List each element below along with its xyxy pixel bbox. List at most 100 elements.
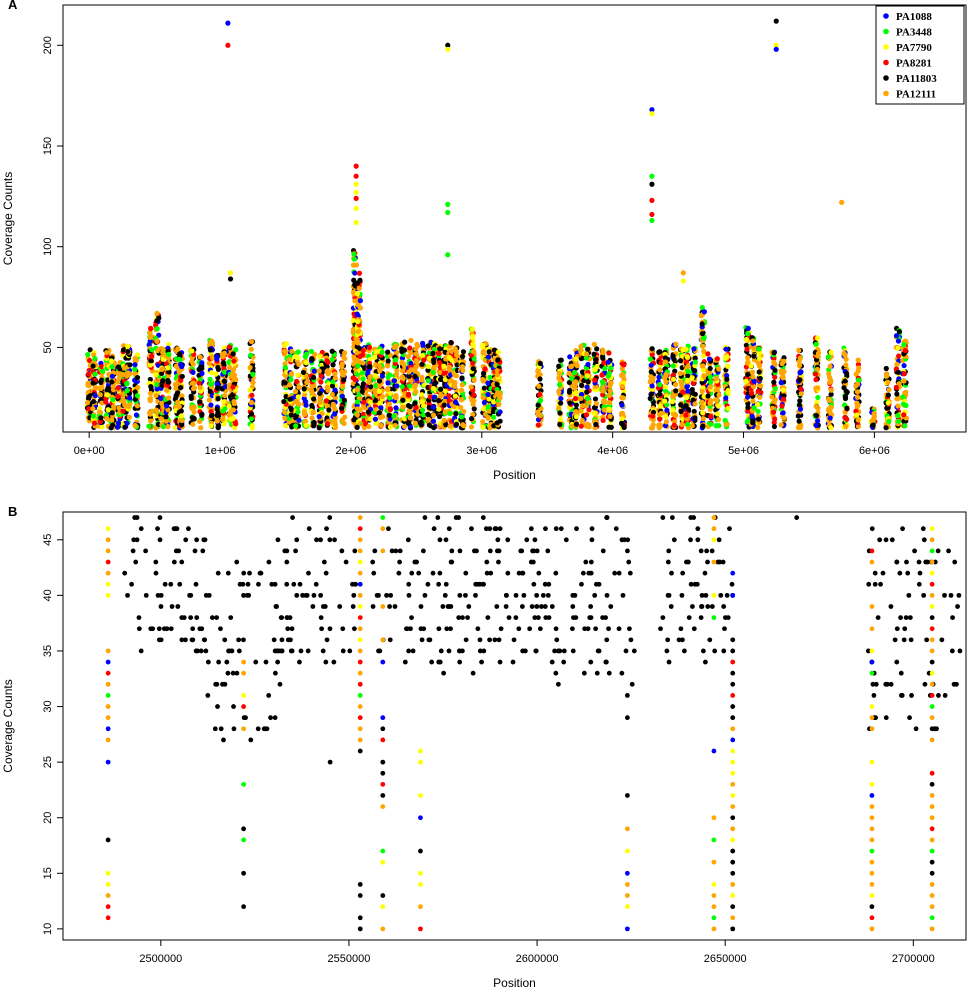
data-point-pa7790 [172, 425, 178, 431]
data-point-pa12111 [154, 310, 160, 316]
data-point-pa12111 [663, 419, 670, 425]
data-point-pa12111 [663, 371, 669, 378]
data-point-pa12111 [301, 409, 308, 415]
data-point-pa12111 [841, 350, 847, 356]
data-point-pa12111 [895, 403, 901, 409]
data-point-pa11803 [263, 659, 269, 665]
data-point-pa12111 [607, 413, 613, 419]
data-point-pa8281 [352, 376, 358, 383]
data-point-pa12111 [84, 400, 91, 406]
data-point-pa8281 [649, 197, 655, 203]
data-point-pa3448 [447, 410, 453, 417]
data-point-pa12111 [413, 389, 419, 395]
data-point-pa11803 [162, 581, 168, 587]
data-point-pa11803 [797, 398, 803, 404]
data-point-pa12111 [578, 408, 584, 414]
data-point-pa11803 [90, 363, 96, 369]
data-point-pa11803 [188, 615, 194, 621]
data-point-pa11803 [221, 737, 226, 743]
data-point-pa11803 [436, 413, 443, 420]
data-point-pa11803 [241, 570, 247, 576]
data-point-pa12111 [468, 384, 474, 390]
data-point-pa3448 [329, 356, 335, 363]
data-point-pa12111 [248, 346, 254, 352]
data-point-pa12111 [109, 417, 115, 423]
data-point-pa11803 [247, 570, 252, 576]
data-point-pa11803 [200, 548, 206, 554]
data-point-pa11803 [724, 376, 730, 382]
data-point-pa11803 [168, 581, 174, 587]
data-point-pa12111 [854, 389, 861, 395]
data-point-pa12111 [153, 392, 159, 399]
data-point-pa11803 [241, 592, 246, 598]
data-point-pa12111 [855, 417, 861, 423]
data-point-pa12111 [132, 423, 138, 429]
data-point-pa7790 [495, 349, 501, 355]
data-point-pa12111 [480, 376, 486, 383]
data-point-pa12111 [699, 388, 705, 395]
data-point-pa3448 [132, 366, 138, 372]
data-point-pa11803 [186, 526, 191, 532]
data-point-pa11803 [494, 381, 500, 387]
data-point-pa12111 [377, 363, 383, 369]
data-point-pa11803 [707, 365, 713, 372]
data-point-pa11803 [203, 648, 209, 654]
x-tick-label: 5e+06 [728, 445, 759, 457]
data-point-pa11803 [171, 526, 177, 532]
data-point-pa1088 [332, 387, 338, 393]
data-point-pa12111 [607, 380, 613, 386]
data-point-pa11803 [772, 367, 778, 373]
data-point-pa8281 [233, 421, 239, 427]
data-point-pa8281 [901, 371, 907, 377]
data-point-pa12111 [281, 409, 288, 415]
data-point-pa8281 [705, 351, 711, 357]
data-point-pa12111 [755, 424, 761, 431]
data-point-pa3448 [288, 377, 294, 383]
data-point-pa12111 [769, 394, 775, 400]
data-point-pa1088 [179, 363, 185, 370]
panel-label: B [8, 504, 17, 519]
data-point-pa11803 [593, 357, 599, 363]
data-point-pa7790 [372, 354, 378, 360]
data-point-pa7790 [367, 399, 374, 405]
data-point-pa12111 [132, 355, 138, 361]
data-point-pa12111 [620, 395, 626, 401]
y-tick-label: 150 [42, 137, 54, 155]
plot-frame [62, 511, 967, 941]
data-point-pa7790 [470, 341, 476, 347]
y-tick-label: 100 [42, 238, 54, 256]
data-point-pa12111 [391, 344, 397, 350]
data-point-pa1088 [354, 311, 360, 317]
data-point-pa7790 [283, 422, 289, 429]
x-tick-label: 2600000 [516, 953, 559, 965]
data-point-pa12111 [426, 416, 432, 423]
data-point-pa7790 [282, 342, 288, 349]
data-point-pa11803 [692, 415, 698, 421]
data-point-pa12111 [126, 414, 132, 420]
data-point-pa7790 [481, 406, 487, 412]
data-point-pa7790 [757, 355, 763, 362]
data-point-pa11803 [448, 340, 454, 346]
data-point-pa11803 [442, 592, 448, 598]
data-point-pa3448 [154, 326, 160, 332]
data-point-pa1088 [797, 406, 804, 412]
data-point-pa12111 [459, 387, 465, 393]
data-point-pa12111 [480, 419, 486, 425]
data-point-pa8281 [86, 406, 92, 412]
data-point-pa11803 [221, 378, 227, 384]
data-point-pa3448 [92, 356, 98, 362]
data-point-pa11803 [425, 411, 431, 417]
data-point-pa1088 [331, 411, 338, 417]
data-point-pa12111 [713, 375, 719, 382]
data-point-pa11803 [248, 411, 255, 417]
data-point-pa12111 [233, 376, 239, 383]
data-point-pa3448 [293, 423, 299, 429]
data-point-pa7790 [247, 387, 253, 393]
data-point-pa11803 [218, 626, 223, 632]
data-point-pa11803 [179, 559, 185, 565]
data-point-pa11803 [313, 581, 319, 587]
data-point-pa8281 [231, 358, 237, 364]
data-point-pa12111 [135, 384, 141, 391]
data-point-pa12111 [431, 365, 437, 371]
data-point-pa7790 [104, 392, 110, 398]
